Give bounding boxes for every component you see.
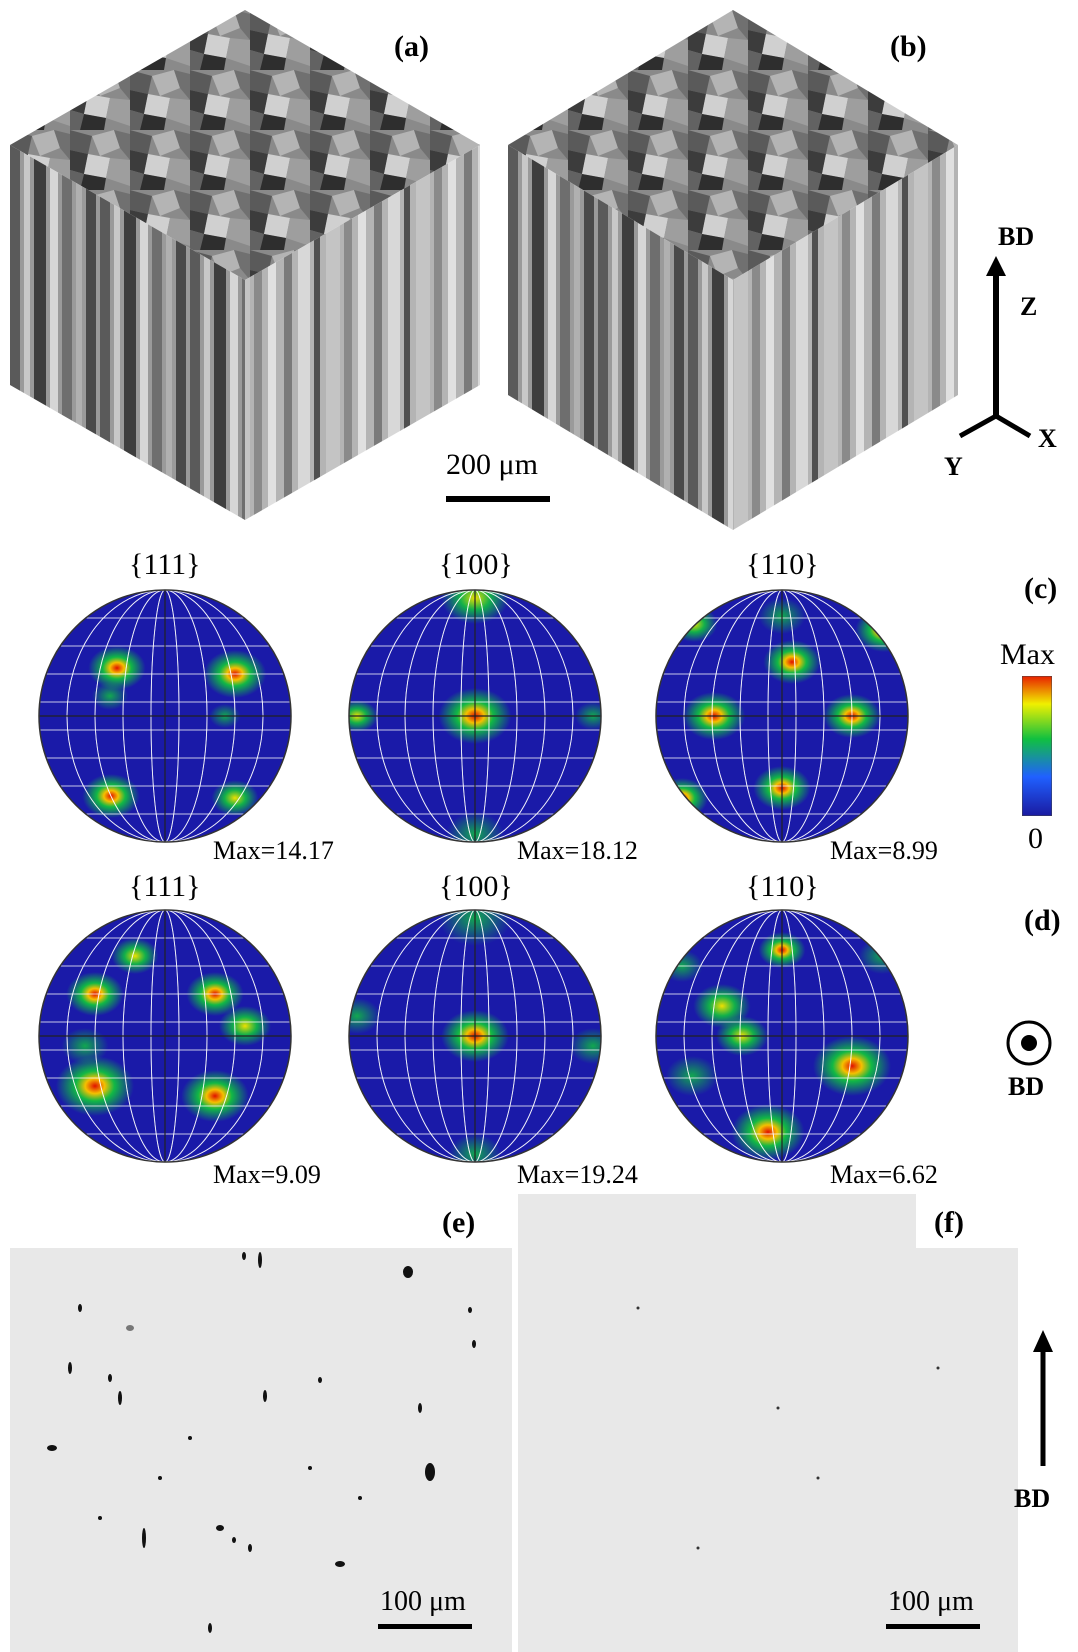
- pole-density-spot: [670, 606, 718, 642]
- pole-figure: [655, 589, 909, 843]
- axis-label-bd: BD: [998, 222, 1035, 251]
- cube-b-image: [508, 10, 958, 530]
- pole-density-spot: [858, 938, 906, 974]
- colorbar-zero-label: 0: [1028, 822, 1043, 855]
- pole-figure: [348, 909, 602, 1163]
- scale-bar-label-e: 100 μm: [380, 1586, 466, 1617]
- pole-figure-title: {100}: [439, 548, 513, 581]
- pole-density-spot: [61, 1028, 109, 1064]
- bd-out-of-plane-icon: [1006, 1020, 1052, 1066]
- panel-label-a: (a): [394, 30, 429, 63]
- pole-density-spot: [349, 998, 381, 1034]
- pole-figure-title: {110}: [746, 548, 819, 581]
- colorbar-max-label: Max: [1000, 638, 1055, 671]
- cube-a-right-face: [245, 145, 480, 520]
- pole-figure: [38, 589, 292, 843]
- panel-label-d: (d): [1024, 904, 1061, 937]
- pole-figure-title: {110}: [746, 870, 819, 903]
- pole-density-spot: [56, 1056, 134, 1116]
- micrograph-f-porosity: [636, 1306, 940, 1600]
- scale-bar-label-f: 100 μm: [888, 1586, 974, 1617]
- pole-density-spot: [91, 682, 129, 710]
- pole-figure-max-label: Max=9.09: [213, 1160, 321, 1189]
- panel-label-f: (f): [934, 1206, 964, 1239]
- bd-symbol-label: BD: [1008, 1072, 1045, 1101]
- pole-density-spot: [763, 640, 821, 684]
- pole-figure-max-label: Max=8.99: [830, 836, 938, 865]
- pole-figure-title: {111}: [129, 548, 201, 581]
- bd-arrow-icon: [1033, 1330, 1053, 1466]
- micrograph-f-lower: [518, 1248, 1018, 1652]
- pole-density-spot: [666, 1056, 718, 1096]
- cube-b-left-face: [508, 145, 733, 530]
- cube-b-right-face: [733, 145, 958, 530]
- scale-bar-e: [378, 1624, 472, 1629]
- pole-figure-max-label: Max=19.24: [517, 1160, 638, 1189]
- pole-density-spot: [181, 1070, 249, 1122]
- panel-label-c: (c): [1024, 572, 1058, 605]
- pole-density-spot: [813, 1036, 891, 1096]
- bd-arrow-label: BD: [1014, 1484, 1051, 1513]
- panel-label-b: (b): [890, 30, 927, 63]
- axis-label-y: Y: [944, 452, 963, 481]
- scale-bar-f: [886, 1624, 980, 1629]
- colorbar: [1022, 676, 1052, 816]
- axis-label-x: X: [1038, 424, 1057, 453]
- panel-label-e: (e): [442, 1206, 476, 1239]
- pole-figure-max-label: Max=14.17: [213, 836, 334, 865]
- pole-density-spot: [569, 1028, 601, 1064]
- cube-a-left-face: [10, 145, 245, 520]
- pole-density-spot: [111, 938, 159, 974]
- panel-label-e-background: [432, 1194, 512, 1248]
- scale-bar-label-top: 200 μm: [446, 448, 538, 481]
- pole-density-spot: [211, 780, 259, 816]
- micrograph-e: [10, 1248, 512, 1652]
- pole-figure-title: {111}: [129, 870, 201, 903]
- pole-figure: [348, 589, 602, 843]
- cube-a-image: [10, 10, 480, 520]
- pole-figure-max-label: Max=18.12: [517, 836, 638, 865]
- micrograph-e-porosity: [47, 1252, 476, 1633]
- scale-bar-top: [446, 496, 550, 502]
- axis-label-z: Z: [1020, 292, 1038, 321]
- pole-figure-title: {100}: [439, 870, 513, 903]
- pole-figure: [38, 909, 292, 1163]
- pole-figure-max-label: Max=6.62: [830, 1160, 938, 1189]
- coordinate-axes: [958, 256, 1032, 439]
- pole-figure: [655, 909, 909, 1163]
